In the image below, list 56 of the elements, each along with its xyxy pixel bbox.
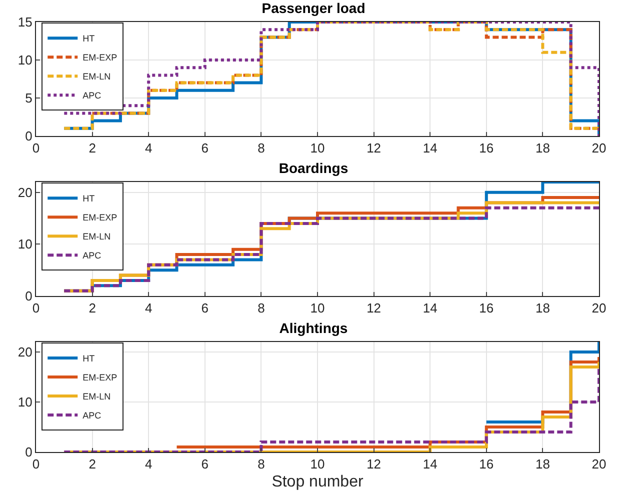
x-tick-label: 14	[422, 300, 438, 316]
legend-label: APC	[82, 410, 102, 421]
chart-title: Alightings	[279, 320, 348, 336]
legend-label: EM-EXP	[82, 372, 118, 383]
x-tick-label: 12	[366, 140, 382, 156]
x-tick-label: 20	[592, 140, 606, 156]
x-tick-label: 20	[592, 456, 606, 472]
legend-label: EM-LN	[82, 72, 111, 82]
y-tick-label: 10	[18, 236, 32, 252]
y-tick-label: 0	[25, 444, 32, 460]
x-tick-label: 18	[535, 456, 550, 472]
chart-title: Passenger load	[262, 0, 366, 16]
x-tick-label: 2	[88, 456, 96, 472]
y-tick-label: 5	[25, 90, 32, 106]
x-tick-label: 10	[310, 300, 325, 316]
x-tick-label: 6	[201, 140, 209, 156]
y-tick-label: 10	[18, 394, 32, 410]
x-tick-label: 12	[366, 456, 382, 472]
legend-label: EM-LN	[82, 232, 111, 242]
legend-label: EM-LN	[82, 392, 111, 402]
y-tick-label: 10	[18, 52, 32, 68]
x-tick-label: 8	[258, 140, 265, 156]
legend-label: EM-EXP	[82, 52, 118, 63]
x-tick-label: 20	[592, 300, 606, 316]
x-tick-label: 6	[201, 456, 209, 472]
x-tick-label: 4	[144, 300, 152, 316]
y-tick-label: 20	[18, 184, 32, 200]
y-tick-label: 15	[18, 14, 32, 30]
x-tick-label: 16	[479, 140, 494, 156]
x-tick-label: 16	[479, 456, 494, 472]
x-tick-label: 8	[258, 456, 265, 472]
x-tick-label: 18	[535, 140, 550, 156]
y-tick-label: 0	[25, 288, 32, 304]
legend-label: EM-EXP	[82, 212, 118, 223]
x-tick-label: 4	[144, 140, 152, 156]
x-tick-label: 10	[310, 140, 325, 156]
x-tick-label: 16	[479, 300, 494, 316]
legend-label: APC	[82, 90, 102, 101]
x-tick-label: 4	[144, 456, 152, 472]
legend-label: HT	[82, 354, 96, 364]
x-tick-label: 8	[258, 300, 265, 316]
x-tick-label: 6	[201, 300, 209, 316]
x-tick-label: 12	[366, 300, 382, 316]
x-tick-label: 10	[310, 456, 325, 472]
legend-label: APC	[82, 250, 102, 261]
x-axis-title: Stop number	[272, 473, 364, 490]
x-tick-label: 2	[88, 300, 96, 316]
legend-label: HT	[82, 34, 96, 44]
x-tick-label: 2	[88, 140, 96, 156]
legend-label: HT	[82, 194, 96, 204]
chart-title: Boardings	[278, 160, 348, 176]
x-tick-label: 18	[535, 300, 550, 316]
x-tick-label: 14	[422, 140, 438, 156]
y-tick-label: 20	[18, 344, 32, 360]
y-tick-label: 0	[25, 128, 32, 144]
x-tick-label: 14	[422, 456, 438, 472]
